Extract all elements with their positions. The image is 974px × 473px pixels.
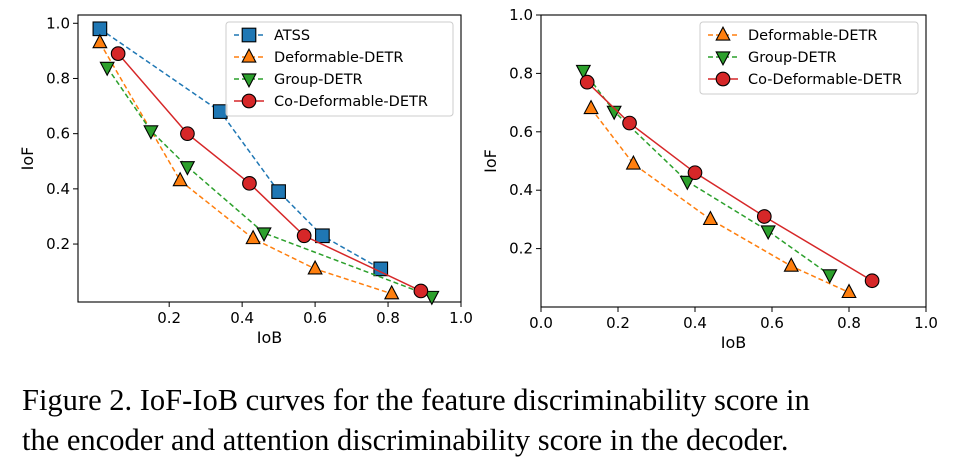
legend-marker-atss bbox=[241, 27, 257, 43]
x-axis-label: IoB bbox=[721, 333, 746, 352]
data-point-atss bbox=[271, 184, 286, 199]
y-tick-label: 0.2 bbox=[46, 235, 70, 253]
data-point-atss bbox=[315, 228, 330, 244]
data-point-group-detr bbox=[99, 61, 115, 77]
data-point-co-deformable-detr bbox=[687, 165, 703, 181]
y-axis-label: IoF bbox=[18, 147, 37, 171]
series-group-detr bbox=[99, 61, 440, 306]
data-point-deformable-detr bbox=[307, 259, 323, 275]
data-point-group-detr bbox=[760, 225, 776, 241]
x-tick-label: 0.6 bbox=[760, 314, 784, 332]
data-point-deformable-detr bbox=[92, 33, 108, 49]
data-point-co-deformable-detr bbox=[413, 283, 429, 299]
legend-marker-deformable-detr bbox=[715, 25, 731, 41]
data-point-co-deformable-detr bbox=[242, 175, 257, 191]
series-line-group-detr bbox=[582, 70, 831, 276]
caption-line-1: Figure 2. IoF-IoB curves for the feature… bbox=[22, 383, 810, 417]
figure-caption: Figure 2. IoF-IoB curves for the feature… bbox=[22, 380, 962, 460]
y-tick-label: 1.0 bbox=[46, 14, 70, 32]
series-deformable-detr bbox=[583, 99, 857, 299]
series-group-detr bbox=[575, 64, 838, 284]
legend-marker-co-deformable-detr bbox=[715, 71, 731, 87]
legend-marker-deformable-detr bbox=[241, 47, 257, 63]
data-point-deformable-detr bbox=[172, 171, 188, 187]
y-tick-label: 0.2 bbox=[509, 240, 533, 258]
legend-box bbox=[699, 21, 919, 95]
data-point-group-detr bbox=[606, 105, 622, 121]
legend-box bbox=[225, 21, 454, 117]
y-tick-label: 0.6 bbox=[46, 125, 70, 143]
legend-label: Deformable-DETR bbox=[748, 28, 877, 44]
legend-label: Group-DETR bbox=[748, 50, 837, 66]
y-tick-label: 0.4 bbox=[509, 181, 533, 199]
x-tick-label: 0.2 bbox=[157, 309, 181, 327]
legend-label: Group-DETR bbox=[274, 72, 363, 88]
y-axis-label: IoF bbox=[481, 149, 500, 173]
x-tick-label: 0.8 bbox=[376, 309, 400, 327]
plot-frame bbox=[540, 14, 927, 308]
x-tick-label: 0.8 bbox=[837, 314, 861, 332]
data-point-co-deformable-detr bbox=[756, 209, 772, 224]
data-point-deformable-detr bbox=[625, 154, 642, 170]
data-point-group-detr bbox=[679, 175, 696, 191]
data-point-co-deformable-detr bbox=[864, 273, 880, 289]
x-tick-label: 0.4 bbox=[683, 314, 707, 332]
data-point-co-deformable-detr bbox=[622, 115, 637, 131]
x-tick-label: 0.2 bbox=[606, 314, 630, 332]
legend-label: ATSS bbox=[274, 28, 310, 44]
data-point-group-detr bbox=[575, 64, 592, 80]
data-point-deformable-detr bbox=[702, 210, 719, 226]
y-tick-label: 1.0 bbox=[509, 6, 533, 24]
data-point-deformable-detr bbox=[383, 284, 400, 300]
legend-label: Co-Deformable-DETR bbox=[274, 94, 428, 110]
data-point-group-detr bbox=[143, 125, 159, 140]
data-point-deformable-detr bbox=[583, 99, 599, 115]
data-point-group-detr bbox=[256, 227, 272, 243]
data-point-co-deformable-detr bbox=[180, 126, 195, 142]
series-line-deformable-detr bbox=[590, 107, 850, 294]
data-point-group-detr bbox=[424, 290, 440, 306]
legend-marker-group-detr bbox=[241, 73, 257, 89]
plot-frame bbox=[77, 14, 462, 303]
series-co-deformable-detr bbox=[110, 46, 429, 299]
y-tick-label: 0.8 bbox=[509, 64, 533, 82]
x-tick-label: 0.0 bbox=[529, 314, 553, 332]
x-tick-label: 0.6 bbox=[303, 309, 327, 327]
data-point-atss bbox=[212, 104, 228, 119]
y-tick-label: 0.4 bbox=[46, 180, 70, 198]
legend-label: Deformable-DETR bbox=[274, 50, 403, 66]
legend-marker-co-deformable-detr bbox=[241, 93, 257, 109]
caption-line-2: the encoder and attention discriminabili… bbox=[22, 423, 789, 457]
y-tick-label: 0.8 bbox=[46, 69, 70, 87]
data-point-deformable-detr bbox=[245, 229, 261, 245]
data-point-co-deformable-detr bbox=[110, 46, 126, 61]
chart-panel-1: 0.2 0.4 0.6 0.8 1.0 0.2 0.4 0.6 0.8 1.0 IoB IoF ATSS… bbox=[18, 14, 473, 347]
series-atss bbox=[92, 21, 389, 277]
legend: ATSS Deformable-DETR Group-DETR Co-Deformab… bbox=[225, 21, 454, 117]
data-point-deformable-detr bbox=[783, 257, 799, 272]
x-tick-label: 0.4 bbox=[230, 309, 254, 327]
x-tick-label: 1.0 bbox=[914, 314, 938, 332]
chart-panel-2: 0.0 0.2 0.4 0.6 0.8 1.0 0.2 0.4 0.6 0.8 1.0 IoB IoF D… bbox=[481, 6, 938, 352]
legend-label: Co-Deformable-DETR bbox=[748, 72, 902, 88]
data-point-deformable-detr bbox=[841, 283, 857, 299]
y-tick-label: 0.6 bbox=[509, 123, 533, 141]
series-co-deformable-detr bbox=[579, 74, 880, 289]
data-point-co-deformable-detr bbox=[296, 228, 312, 244]
data-point-group-detr bbox=[822, 269, 838, 284]
series-line-co-deformable-detr bbox=[586, 81, 873, 282]
figure-charts: 0.2 0.4 0.6 0.8 1.0 0.2 0.4 0.6 0.8 1.0 IoB IoF ATSS… bbox=[18, 6, 938, 352]
data-point-co-deformable-detr bbox=[579, 74, 595, 90]
x-axis-label: IoB bbox=[257, 328, 282, 347]
data-point-atss bbox=[92, 21, 108, 37]
series-line-atss bbox=[99, 28, 382, 270]
legend-marker-group-detr bbox=[715, 51, 731, 67]
data-point-group-detr bbox=[179, 161, 196, 176]
legend: Deformable-DETR Group-DETR Co-Deformable-D… bbox=[699, 21, 919, 95]
x-tick-label: 1.0 bbox=[449, 309, 473, 327]
